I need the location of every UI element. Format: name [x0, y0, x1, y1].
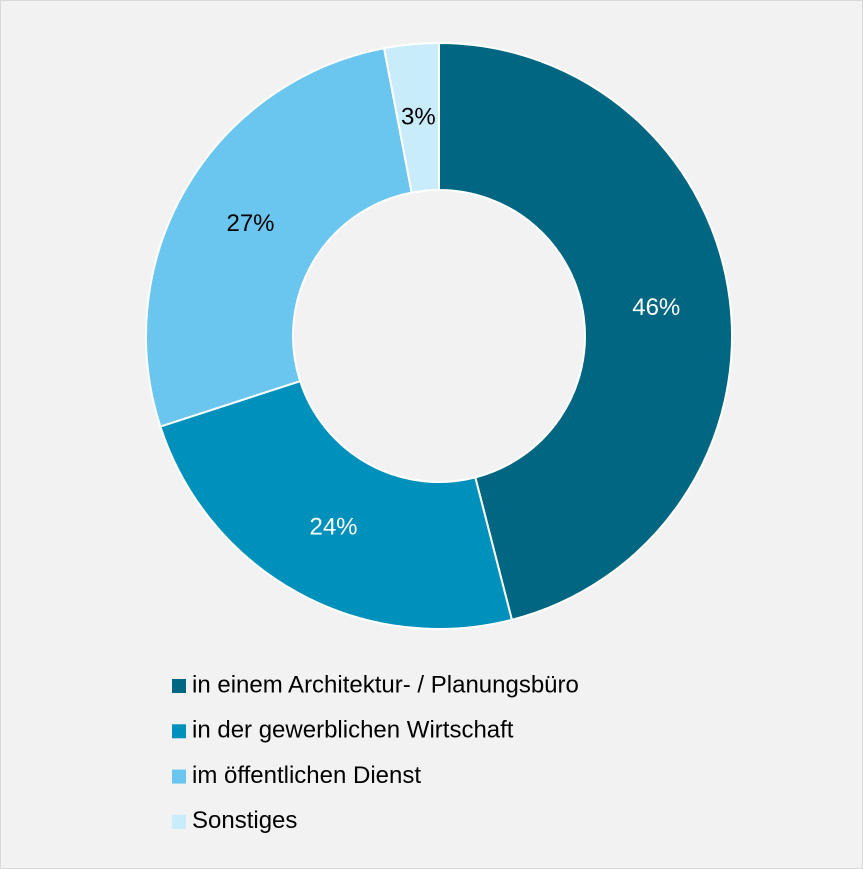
legend-label: in einem Architektur- / Planungsbüro — [192, 671, 579, 698]
donut-segment — [438, 41, 733, 622]
data-label: 27% — [226, 210, 274, 237]
data-label: 3% — [401, 103, 436, 130]
legend-label: Sonstiges — [192, 807, 297, 834]
data-label: 24% — [309, 513, 357, 540]
legend-swatch — [172, 769, 186, 784]
donut-segment — [145, 47, 413, 428]
legend-label: im öffentlichen Dienst — [192, 762, 421, 789]
donut-segment — [382, 41, 440, 194]
donut-segment — [159, 379, 514, 630]
legend-swatch — [172, 814, 186, 829]
data-label: 46% — [632, 294, 680, 321]
legend-swatch — [172, 724, 186, 739]
legend-swatch — [172, 679, 186, 693]
legend-label: in der gewerblichen Wirtschaft — [192, 717, 514, 744]
